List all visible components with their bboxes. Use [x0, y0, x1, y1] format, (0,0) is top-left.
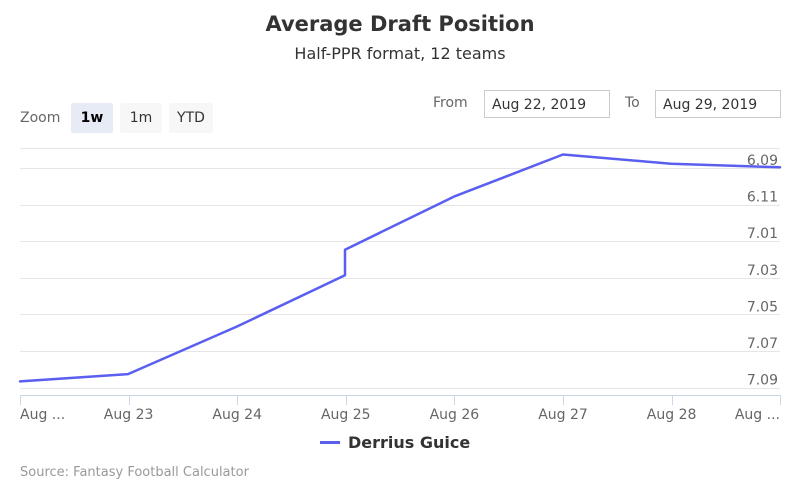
chart-title: Average Draft Position — [265, 12, 535, 36]
zoom-label: Zoom — [20, 110, 61, 126]
x-tick-label: Aug ... — [735, 407, 780, 423]
x-tick-label: Aug 28 — [647, 407, 697, 423]
chart-subtitle: Half-PPR format, 12 teams — [294, 44, 506, 63]
x-tick-label: Aug 27 — [538, 407, 588, 423]
x-tick-label: Aug 23 — [104, 407, 154, 423]
zoom-1w-button[interactable]: 1w — [71, 103, 113, 133]
credits-text: Source: Fantasy Football Calculator — [20, 465, 249, 480]
zoom-1m-button[interactable]: 1m — [120, 103, 162, 133]
y-tick-label: 6.11 — [747, 190, 778, 206]
y-tick-label: 7.03 — [747, 263, 778, 279]
legend-item[interactable]: Derrius Guice — [320, 431, 470, 453]
x-tick-label: Aug 25 — [321, 407, 371, 423]
legend-label: Derrius Guice — [348, 432, 471, 452]
y-tick-label: 7.01 — [747, 226, 778, 242]
y-tick-label: 7.09 — [747, 373, 778, 389]
to-date-input[interactable]: Aug 29, 2019 — [655, 90, 781, 118]
x-tick-label: Aug ... — [20, 407, 65, 423]
legend-swatch — [320, 440, 340, 444]
x-tick-label: Aug 24 — [212, 407, 262, 423]
from-label: From — [433, 95, 468, 111]
y-tick-label: 6.09 — [747, 153, 778, 169]
series-line-derrius-guice — [18, 153, 782, 383]
y-tick-label: 7.05 — [747, 299, 778, 315]
to-label: To — [625, 95, 640, 111]
x-tick-label: Aug 26 — [430, 407, 480, 423]
zoom-ytd-button[interactable]: YTD — [169, 103, 213, 133]
y-tick-label: 7.07 — [747, 336, 778, 352]
from-date-input[interactable]: Aug 22, 2019 — [484, 90, 610, 118]
